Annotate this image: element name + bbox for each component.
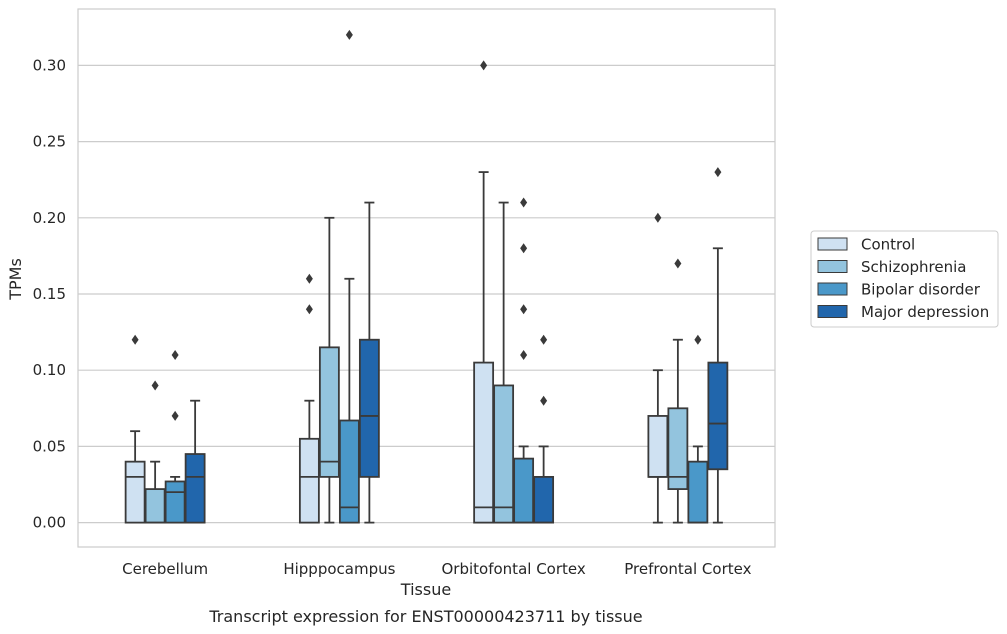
box-body — [533, 475, 555, 524]
y-tick-label: 0.05 — [33, 437, 66, 455]
box-major-depression — [533, 334, 555, 524]
box-control — [473, 60, 495, 524]
box-body — [687, 460, 709, 524]
box-schizophrenia — [493, 201, 515, 524]
outlier-point — [714, 167, 722, 178]
y-tick-label: 0.25 — [33, 133, 66, 151]
x-tick-label: Prefrontal Cortex — [624, 560, 751, 578]
y-tick-label: 0.00 — [33, 514, 66, 532]
box-body — [338, 419, 360, 524]
box-major-depression — [707, 167, 729, 524]
outlier-point — [540, 395, 548, 406]
box-body — [707, 361, 729, 471]
outlier-point — [345, 29, 353, 40]
box-body — [184, 453, 206, 524]
outlier-point — [654, 212, 662, 223]
box-major-depression — [358, 201, 380, 524]
outlier-point — [131, 334, 139, 345]
box-body — [124, 460, 146, 524]
box-body — [513, 457, 535, 524]
box-schizophrenia — [667, 258, 689, 524]
plot-frame — [77, 8, 776, 548]
box-schizophrenia — [318, 216, 340, 524]
box-body — [667, 407, 689, 490]
box-bipolar-disorder — [164, 349, 186, 524]
outlier-point — [520, 349, 528, 360]
y-tick-label: 0.15 — [33, 285, 66, 303]
legend-swatch — [817, 237, 848, 251]
box-bipolar-disorder — [338, 29, 360, 524]
outlier-point — [674, 258, 682, 269]
x-tick-label: Cerebellum — [122, 560, 208, 578]
outlier-point — [540, 334, 548, 345]
legend-label: Schizophrenia — [861, 258, 966, 276]
outlier-point — [305, 304, 313, 315]
gridlines — [78, 64, 775, 524]
box-body — [493, 384, 515, 524]
outlier-point — [520, 197, 528, 208]
outlier-point — [305, 273, 313, 284]
x-tick-labels: Cerebellum Hipppocampus Orbitofontal Corte… — [122, 560, 751, 578]
y-tick-labels: 0.00 0.05 0.10 0.15 0.20 0.25 0.30 — [33, 56, 66, 531]
box-body — [318, 346, 340, 478]
box-bipolar-disorder — [513, 197, 535, 524]
outlier-point — [520, 304, 528, 315]
outlier-point — [151, 380, 159, 391]
outlier-point — [171, 410, 179, 421]
x-axis-title: Tissue — [400, 580, 451, 599]
box-control — [647, 212, 669, 524]
box-schizophrenia — [144, 380, 166, 524]
x-tick-label: Orbitofontal Cortex — [442, 560, 586, 578]
outlier-point — [480, 60, 488, 71]
box-body — [144, 488, 166, 524]
outlier-point — [694, 334, 702, 345]
y-tick-label: 0.10 — [33, 361, 66, 379]
box-control — [124, 334, 146, 524]
box-body — [358, 338, 380, 478]
box-control — [298, 273, 320, 524]
y-tick-label: 0.20 — [33, 209, 66, 227]
legend-swatch — [817, 305, 848, 318]
chart-caption: Transcript expression for ENST0000042371… — [208, 607, 642, 626]
y-axis-title: TPMs — [6, 258, 25, 301]
legend-swatch — [817, 282, 848, 296]
boxes — [124, 29, 729, 524]
box-major-depression — [184, 399, 206, 524]
box-body — [298, 437, 320, 524]
outlier-point — [520, 243, 528, 254]
outlier-point — [171, 349, 179, 360]
legend-label: Major depression — [861, 303, 989, 321]
legend-frame — [810, 230, 999, 328]
x-tick-label: Hipppocampus — [283, 560, 395, 578]
box-body — [164, 480, 186, 524]
box-body — [473, 361, 495, 524]
legend: Control Schizophrenia Bipolar disorder Majo… — [810, 230, 999, 328]
legend-swatch — [817, 260, 848, 273]
legend-label: Control — [861, 236, 915, 254]
box-bipolar-disorder — [687, 334, 709, 524]
legend-label: Bipolar disorder — [861, 281, 981, 299]
y-tick-label: 0.30 — [33, 56, 66, 74]
box-body — [647, 415, 669, 478]
